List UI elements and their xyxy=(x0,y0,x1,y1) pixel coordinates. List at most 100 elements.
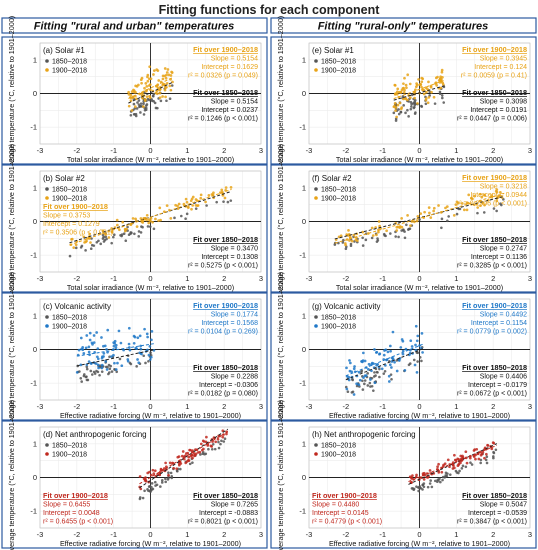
data-point-1900 xyxy=(432,95,436,99)
data-point-1850 xyxy=(446,219,449,223)
data-point-1850 xyxy=(397,235,400,239)
y-tick-label: -1 xyxy=(30,507,37,516)
data-point-1900 xyxy=(145,95,149,99)
data-point-1900 xyxy=(483,193,486,197)
data-point-1900 xyxy=(474,457,477,461)
data-point-1850 xyxy=(102,240,106,243)
data-point-1900 xyxy=(118,228,121,232)
data-point-1900 xyxy=(464,450,468,454)
data-point-1900 xyxy=(77,348,81,352)
data-point-1850 xyxy=(137,99,141,102)
y-tick-label: -1 xyxy=(30,251,37,260)
data-point-1850 xyxy=(434,479,437,483)
data-point-1900 xyxy=(186,205,190,208)
data-point-1900 xyxy=(113,361,116,365)
data-point-1900 xyxy=(413,220,416,224)
data-point-1900 xyxy=(187,459,190,462)
x-axis-label: Total solar irradiance (W m⁻², relative … xyxy=(67,283,234,292)
fit-line-1900 xyxy=(139,431,229,485)
y-tick-label: 1 xyxy=(33,311,37,320)
x-tick-label: 0 xyxy=(148,530,152,539)
data-point-1900 xyxy=(137,83,140,87)
data-point-1900 xyxy=(92,341,96,344)
data-point-1900 xyxy=(200,448,204,452)
data-point-1900 xyxy=(415,473,418,477)
data-point-1850 xyxy=(454,469,458,473)
data-point-1900 xyxy=(454,203,458,206)
data-point-1850 xyxy=(476,211,479,215)
data-point-1900 xyxy=(390,366,393,369)
data-point-1850 xyxy=(402,104,405,107)
data-point-1900 xyxy=(416,102,419,105)
y-tick-label: 0 xyxy=(33,345,37,354)
data-point-1900 xyxy=(104,360,108,363)
fit-line-1850 xyxy=(345,348,424,381)
y-tick-label: 0 xyxy=(302,345,306,354)
data-point-1900 xyxy=(116,361,119,365)
y-tick-label: -1 xyxy=(30,123,37,132)
data-point-1900 xyxy=(148,88,152,91)
legend-label-1900: 1900–2018 xyxy=(52,452,87,459)
data-point-1850 xyxy=(438,477,441,481)
data-point-1900 xyxy=(416,215,420,218)
panel-title: (d) Net anthropogenic forcing xyxy=(43,430,147,439)
data-point-1850 xyxy=(160,479,164,482)
x-tick-label: 0 xyxy=(148,146,152,155)
data-point-1850 xyxy=(129,231,133,234)
data-point-1900 xyxy=(131,217,135,220)
data-point-1900 xyxy=(102,352,106,355)
data-point-1900 xyxy=(388,344,392,348)
data-point-1900 xyxy=(348,239,351,242)
fit-1900-line: r² = 0.0059 (p = 0.41) xyxy=(461,73,527,80)
data-point-1900 xyxy=(163,83,166,86)
fit-line-1850 xyxy=(334,195,505,240)
data-point-1850 xyxy=(85,378,89,382)
x-tick-label: 3 xyxy=(528,274,532,283)
data-point-1900 xyxy=(158,96,162,100)
data-point-1850 xyxy=(420,359,423,363)
data-point-1850 xyxy=(90,373,94,376)
data-point-1900 xyxy=(427,80,430,84)
data-point-1900 xyxy=(495,199,499,203)
data-point-1900 xyxy=(144,82,148,85)
data-point-1900 xyxy=(352,367,356,371)
fit-line-1900 xyxy=(69,188,232,246)
data-point-1900 xyxy=(159,218,162,222)
data-point-1850 xyxy=(113,233,116,237)
data-point-1900 xyxy=(440,70,444,74)
data-point-1900 xyxy=(438,78,442,82)
data-point-1850 xyxy=(389,373,393,376)
data-point-1850 xyxy=(173,216,176,220)
data-point-1850 xyxy=(390,377,393,381)
x-tick-label: 2 xyxy=(491,146,495,155)
data-point-1900 xyxy=(199,193,203,197)
data-point-1900 xyxy=(113,342,116,345)
data-point-1900 xyxy=(199,442,203,446)
data-point-1900 xyxy=(193,454,196,458)
data-point-1850 xyxy=(98,373,101,377)
data-point-1900 xyxy=(432,206,436,210)
data-point-1900 xyxy=(491,441,495,444)
data-point-1900 xyxy=(477,457,481,461)
data-point-1850 xyxy=(341,241,345,244)
data-point-1900 xyxy=(106,328,110,332)
data-point-1850 xyxy=(361,236,364,240)
fit-1850-line: Intercept = 0.0191 xyxy=(470,107,527,114)
data-point-1900 xyxy=(428,469,432,472)
legend-label-1900: 1900–2018 xyxy=(321,324,356,331)
legend-marker-1900 xyxy=(314,324,318,328)
data-point-1900 xyxy=(131,96,135,99)
data-point-1850 xyxy=(447,215,450,218)
data-point-1900 xyxy=(91,343,94,346)
data-point-1850 xyxy=(164,480,168,484)
data-point-1900 xyxy=(112,344,116,348)
data-point-1900 xyxy=(157,79,161,82)
data-point-1900 xyxy=(187,455,191,459)
panel-title: (e) Solar #1 xyxy=(312,46,354,55)
data-point-1900 xyxy=(429,216,433,219)
data-point-1850 xyxy=(148,225,152,228)
data-point-1900 xyxy=(153,469,157,473)
data-point-1900 xyxy=(414,324,418,328)
data-point-1900 xyxy=(364,374,368,377)
panel-title: (c) Volcanic activity xyxy=(43,302,111,311)
